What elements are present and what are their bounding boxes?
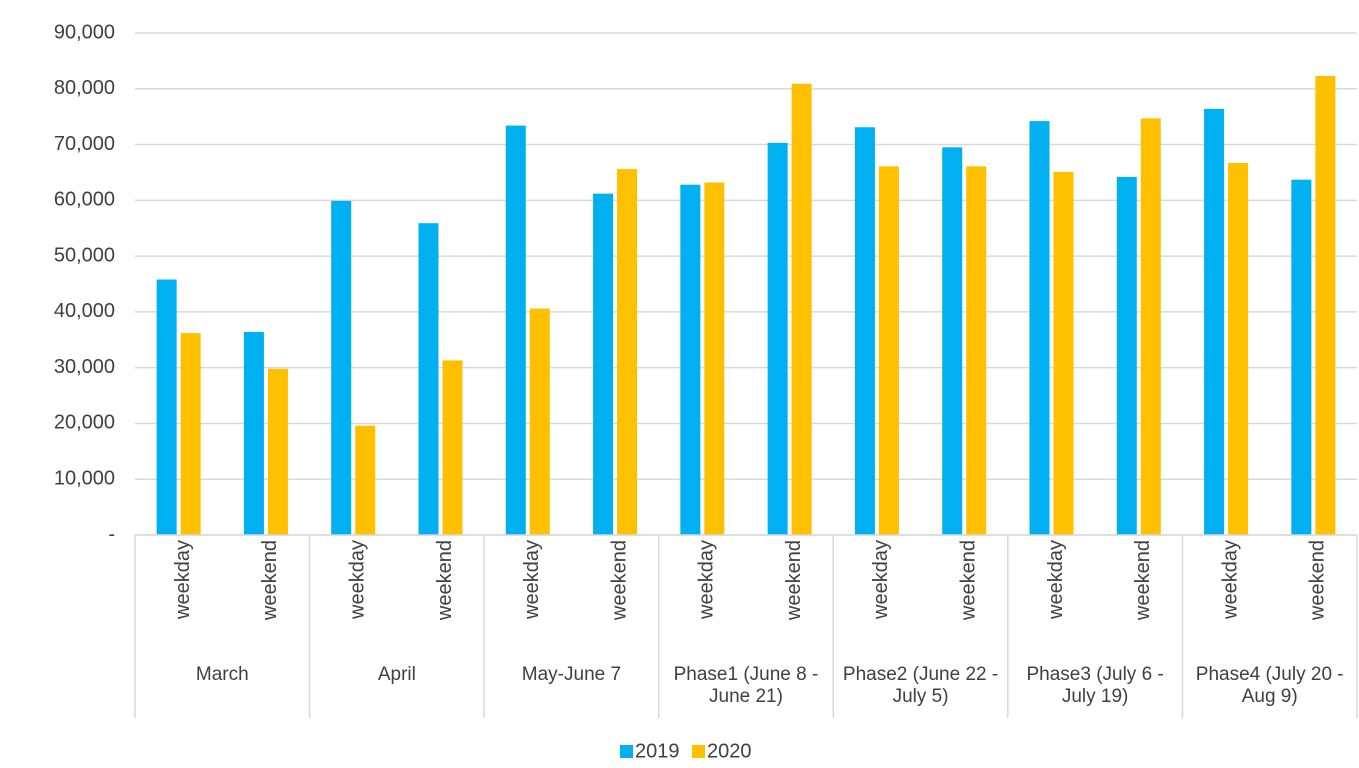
bar (617, 169, 638, 535)
group-label: May-June 7 (521, 664, 622, 685)
x-tick-label: weekend (957, 540, 979, 621)
x-tick-label: weekend (608, 540, 630, 621)
bar (331, 200, 352, 535)
bar (704, 182, 725, 536)
group-label: Phase3 (July 6 - July 19) (1026, 664, 1164, 707)
bar (767, 142, 788, 536)
x-tick-label: weekday (1045, 540, 1067, 620)
bar (267, 368, 288, 535)
bar (1228, 162, 1249, 535)
bar (966, 166, 987, 535)
bar (791, 83, 812, 535)
x-tick-label: weekday (172, 540, 194, 620)
y-tick-label: 30,000 (54, 356, 115, 378)
group-label: April (377, 664, 416, 685)
y-tick-label: 10,000 (54, 468, 115, 490)
x-tick-label: weekend (259, 540, 281, 621)
legend-swatch (692, 745, 705, 758)
bar (1116, 176, 1137, 535)
x-tick-label: weekday (696, 540, 718, 620)
bar (355, 425, 376, 535)
bar (156, 279, 177, 535)
x-tick-label: weekday (870, 540, 892, 620)
group-label: Phase2 (June 22 - July 5) (842, 664, 999, 707)
bar (680, 184, 701, 535)
legend-label: 2020 (707, 740, 752, 762)
x-tick-label: weekend (1132, 540, 1154, 621)
bar (593, 193, 614, 535)
x-tick-label: weekday (1219, 540, 1241, 620)
bar (1291, 179, 1312, 535)
bar (243, 331, 264, 535)
bar (1204, 108, 1225, 535)
bar (1140, 118, 1161, 535)
bar (878, 166, 899, 535)
x-tick-label: weekend (1307, 540, 1329, 621)
legend-swatch (620, 745, 633, 758)
bar (854, 127, 875, 536)
bar (1315, 75, 1336, 536)
group-label: March (195, 664, 249, 685)
bar (1029, 121, 1050, 535)
x-tick-label: weekend (434, 540, 456, 621)
y-tick-label: 80,000 (54, 77, 115, 99)
bar (180, 333, 201, 535)
bar (942, 147, 963, 535)
x-tick-label: weekday (346, 540, 368, 620)
bar (418, 223, 439, 536)
y-tick-label: 40,000 (54, 300, 115, 322)
group-label: Phase1 (June 8 - June 21) (673, 664, 819, 707)
y-tick-label: 20,000 (54, 412, 115, 434)
y-tick-label: - (108, 523, 115, 545)
x-tick-label: weekend (783, 540, 805, 621)
y-tick-label: 70,000 (54, 133, 115, 155)
y-tick-label: 50,000 (54, 244, 115, 266)
bar (1053, 171, 1074, 536)
x-tick-label: weekday (521, 540, 543, 620)
group-label: Phase4 (July 20 - Aug 9) (1195, 664, 1344, 707)
y-tick-label: 60,000 (54, 189, 115, 211)
bar (505, 125, 526, 535)
bar (442, 360, 463, 535)
legend-label: 2019 (635, 740, 680, 762)
y-tick-label: 90,000 (54, 21, 115, 43)
bar (529, 308, 550, 535)
